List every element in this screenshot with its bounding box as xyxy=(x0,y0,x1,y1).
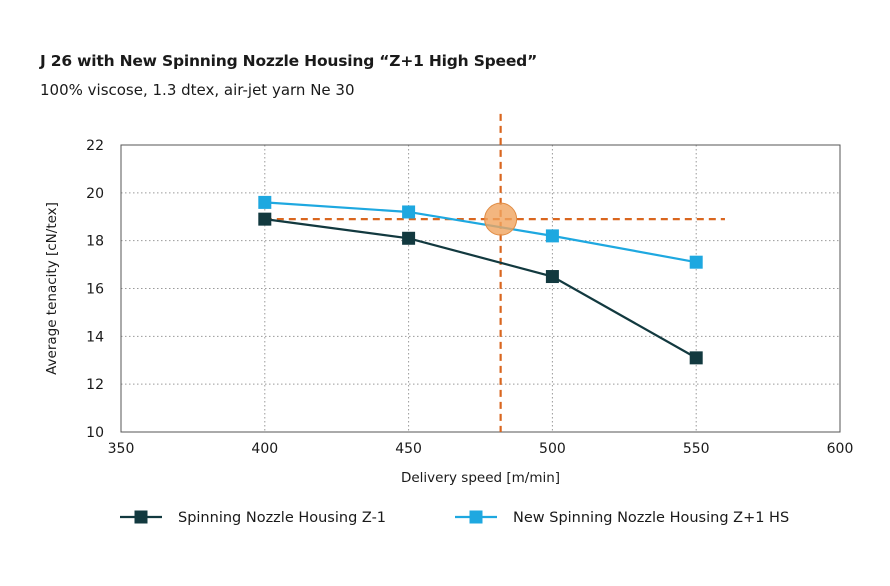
x-tick-label: 550 xyxy=(683,441,710,457)
series-2-marker xyxy=(689,255,703,269)
x-tick-label: 500 xyxy=(539,441,566,457)
y-tick-label: 22 xyxy=(86,138,104,154)
series-1-marker xyxy=(402,231,416,245)
x-tick-label: 600 xyxy=(827,441,854,457)
series-lines xyxy=(258,195,703,365)
grid-lines xyxy=(121,145,840,432)
series-2-marker xyxy=(402,205,416,219)
x-tick-label: 350 xyxy=(108,441,135,457)
series-2-marker xyxy=(258,195,272,209)
series-1-marker xyxy=(258,212,272,226)
series-1-marker xyxy=(545,270,559,284)
y-tick-label: 18 xyxy=(86,234,104,250)
plot-area xyxy=(120,144,841,433)
chart-subtitle: 100% viscose, 1.3 dtex, air-jet yarn Ne … xyxy=(40,81,355,99)
chart-title: J 26 with New Spinning Nozzle Housing “Z… xyxy=(40,52,538,70)
legend-swatch-marker xyxy=(469,510,483,524)
y-tick-label: 10 xyxy=(86,425,104,441)
series-2-marker xyxy=(545,229,559,243)
legend-label: New Spinning Nozzle Housing Z+1 HS xyxy=(513,510,789,526)
tick-labels: 350 400 450 500 550 600 10 12 14 16 18 20 22 xyxy=(86,138,853,457)
legend-label: Spinning Nozzle Housing Z-1 xyxy=(178,510,386,526)
y-axis-label: Average tenacity [cN/tex] xyxy=(44,202,60,375)
y-tick-label: 14 xyxy=(86,329,104,345)
y-tick-label: 12 xyxy=(86,377,104,393)
x-tick-label: 400 xyxy=(251,441,278,457)
legend-swatch-marker xyxy=(134,510,148,524)
series-1-marker xyxy=(689,351,703,365)
legend: Spinning Nozzle Housing Z-1 New Spinning … xyxy=(120,510,789,526)
series-line-2 xyxy=(264,201,697,264)
y-tick-label: 20 xyxy=(86,186,104,202)
x-tick-label: 450 xyxy=(395,441,422,457)
highlight-circle xyxy=(484,202,518,236)
x-axis-label: Delivery speed [m/min] xyxy=(401,470,560,486)
y-tick-label: 16 xyxy=(86,282,104,298)
series-line-1 xyxy=(264,218,697,359)
